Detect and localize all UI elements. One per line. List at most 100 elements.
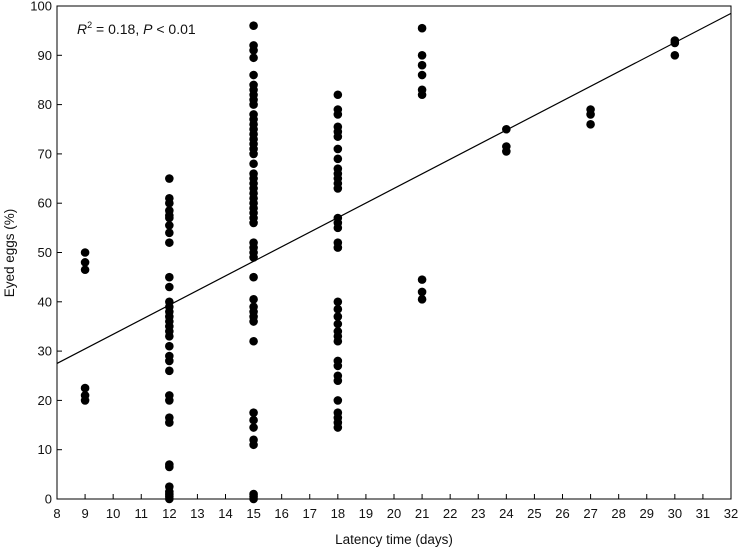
x-tick-label: 10 [106, 506, 120, 521]
data-point [333, 319, 343, 329]
x-tick-label: 23 [471, 506, 485, 521]
data-point [417, 295, 427, 304]
data-point [249, 317, 258, 326]
data-point [333, 376, 343, 385]
data-point [249, 46, 258, 55]
data-point [249, 149, 258, 159]
data-point [249, 295, 258, 304]
data-point [333, 144, 343, 154]
x-tick-label: 17 [303, 506, 317, 521]
data-point [502, 147, 511, 156]
x-tick-label: 11 [135, 506, 149, 521]
data-point [586, 120, 595, 129]
y-tick-label: 40 [38, 294, 52, 309]
data-point [333, 304, 343, 314]
data-point [249, 440, 258, 450]
x-tick-label: 31 [696, 506, 710, 521]
data-point [165, 238, 174, 247]
data-point [417, 70, 427, 80]
data-point [417, 287, 427, 297]
data-point [165, 341, 174, 351]
data-point [417, 275, 427, 284]
data-point [333, 312, 343, 321]
r-squared-exponent: 2 [87, 20, 92, 30]
data-point [165, 282, 174, 292]
data-point [249, 70, 258, 80]
data-point [333, 396, 343, 405]
data-point [80, 265, 90, 275]
data-point [249, 100, 258, 109]
data-point [165, 356, 174, 366]
x-tick-label: 14 [218, 506, 232, 521]
regression-line [56, 12, 732, 364]
y-tick-label: 20 [38, 393, 52, 408]
data-point [165, 418, 174, 427]
data-point [333, 423, 343, 432]
x-tick-label: 16 [274, 506, 288, 521]
data-point [165, 228, 174, 238]
data-point [333, 361, 343, 371]
data-point [333, 110, 343, 119]
x-tick-label: 12 [162, 506, 176, 521]
r-squared-value: = 0.18, [92, 21, 143, 37]
data-point [333, 154, 343, 164]
data-point [165, 396, 174, 405]
data-point [249, 336, 258, 346]
data-point [165, 272, 174, 282]
data-point [165, 221, 174, 230]
data-point [165, 174, 174, 183]
data-point [417, 51, 427, 60]
y-tick-label: 70 [38, 146, 52, 161]
data-point [333, 90, 343, 100]
data-point [333, 223, 343, 233]
data-point [165, 332, 174, 341]
data-point [670, 51, 680, 60]
x-tick-label: 28 [611, 506, 625, 521]
x-tick-label: 15 [246, 506, 260, 521]
y-tick-label: 50 [38, 245, 52, 260]
data-point [80, 248, 90, 257]
data-point [249, 272, 258, 282]
annotation-text: R2 = 0.18, P < 0.01 [77, 20, 196, 37]
data-point [249, 53, 258, 63]
p-value: < 0.01 [152, 21, 195, 37]
data-point [417, 60, 427, 70]
y-tick-label: 0 [45, 492, 52, 507]
y-tick-label: 10 [38, 442, 52, 457]
data-point [80, 396, 90, 405]
x-tick-label: 32 [724, 506, 738, 521]
y-tick-label: 80 [38, 97, 52, 112]
data-point [586, 110, 595, 119]
p-symbol: P [143, 21, 153, 37]
data-point [249, 494, 258, 504]
y-tick-label: 60 [38, 196, 52, 211]
x-tick-label: 21 [415, 506, 429, 521]
x-tick-label: 9 [81, 506, 88, 521]
data-points [80, 21, 680, 504]
data-point [165, 198, 174, 208]
data-point [249, 218, 258, 228]
x-tick-label: 19 [359, 506, 373, 521]
data-point [165, 494, 174, 504]
data-point [333, 132, 343, 141]
data-point [417, 90, 427, 100]
data-point [417, 23, 427, 33]
y-tick-label: 100 [30, 0, 52, 14]
regression-line-group [56, 12, 732, 364]
r-squared-symbol: R [77, 21, 87, 37]
x-tick-label: 20 [387, 506, 401, 521]
x-tick-label: 29 [640, 506, 654, 521]
plot-frame [56, 5, 732, 500]
ticks: 8 9 10 11 12 13 14 15 16 17 18 19 20 21 22 23 24 25 26 27 28… [30, 0, 738, 521]
x-tick-label: 30 [668, 506, 682, 521]
x-tick-label: 13 [190, 506, 204, 521]
y-axis-title: Eyed eggs (%) [2, 209, 17, 298]
data-point [165, 462, 174, 472]
data-point [333, 336, 343, 346]
x-axis-title: Latency time (days) [335, 532, 453, 547]
data-point [165, 213, 174, 223]
x-tick-label: 24 [499, 506, 513, 521]
y-tick-label: 90 [38, 48, 52, 63]
data-point [249, 415, 258, 425]
